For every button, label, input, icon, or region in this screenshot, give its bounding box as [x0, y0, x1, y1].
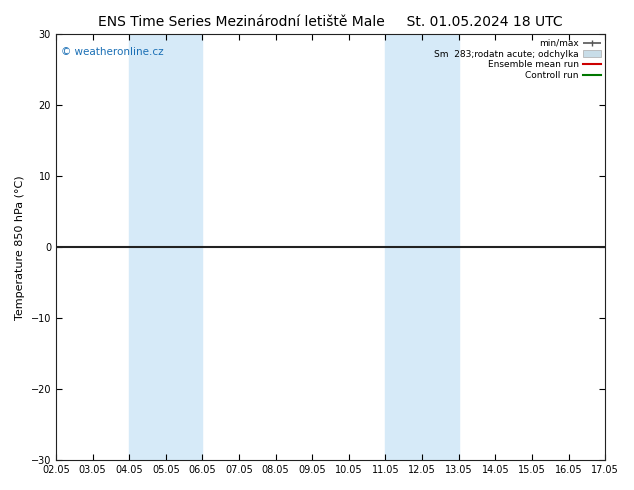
Y-axis label: Temperature 850 hPa (°C): Temperature 850 hPa (°C) — [15, 175, 25, 319]
Legend: min/max, Sm  283;rodatn acute; odchylka, Ensemble mean run, Controll run: min/max, Sm 283;rodatn acute; odchylka, … — [432, 36, 604, 83]
Bar — [129, 34, 202, 460]
Text: © weatheronline.cz: © weatheronline.cz — [61, 47, 164, 57]
Bar — [385, 34, 458, 460]
Title: ENS Time Series Mezinárodní letiště Male     St. 01.05.2024 18 UTC: ENS Time Series Mezinárodní letiště Male… — [98, 15, 563, 29]
